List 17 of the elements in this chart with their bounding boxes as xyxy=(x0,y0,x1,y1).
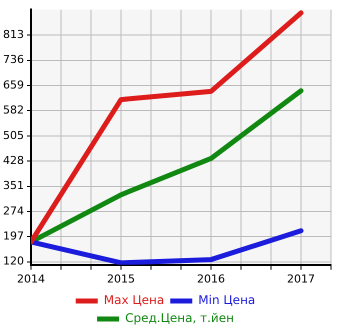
legend-label: Max Цена xyxy=(104,293,164,308)
y-tick-label: 505 xyxy=(2,128,24,142)
y-tick-label: 813 xyxy=(2,28,24,41)
x-tick-label: 2014 xyxy=(16,272,45,286)
y-tick-label: 120 xyxy=(2,254,24,268)
y-tick-label: 659 xyxy=(2,78,24,92)
x-tick-label: 2015 xyxy=(107,272,136,286)
x-tick-label: 2016 xyxy=(197,272,226,286)
y-tick-label: 274 xyxy=(2,204,24,218)
y-tick-label: 736 xyxy=(2,53,24,66)
legend-label: Min Цена xyxy=(198,293,256,308)
y-tick-label: 582 xyxy=(2,104,24,117)
y-tick-label: 351 xyxy=(2,179,24,192)
legend-label: Сред.Цена, т.йен xyxy=(125,311,234,326)
x-tick-label: 2017 xyxy=(287,272,316,286)
y-tick-label: 197 xyxy=(2,230,24,243)
y-tick-label: 428 xyxy=(2,154,24,167)
